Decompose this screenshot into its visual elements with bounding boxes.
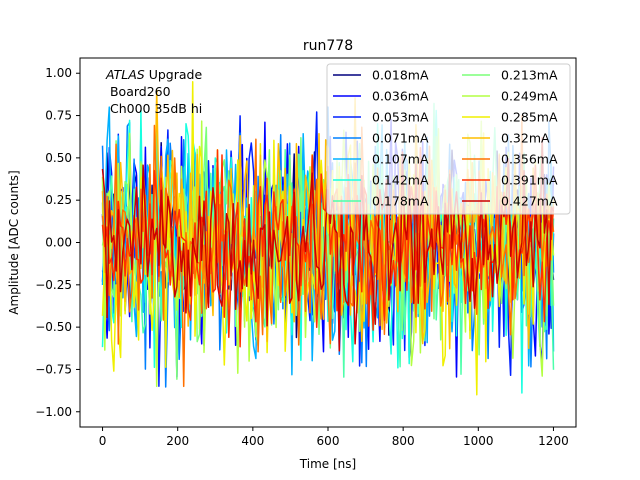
legend-label: 0.249mA [501,89,558,104]
atlas-annotation: ATLAS Upgrade Board260 Ch000 35dB hi [105,67,202,116]
y-axis-label: Amplitude [ADC counts] [7,170,21,314]
x-tick-label: 200 [166,434,189,448]
series-line-0.213mA [101,126,555,380]
y-tick-label: −0.50 [35,320,72,334]
legend-label: 0.107mA [372,152,429,167]
legend-label: 0.427mA [501,194,558,209]
x-tick-label: 600 [317,434,340,448]
x-tick-label: 800 [392,434,415,448]
annotation-atlas: ATLAS [105,67,145,82]
legend-label: 0.32mA [501,131,550,146]
legend-box [326,63,571,215]
x-axis-label: Time [ns] [299,457,356,471]
annotation-line-1: ATLAS Upgrade [105,67,202,82]
legend-label: 0.071mA [372,131,429,146]
annotation-line-3: Ch000 35dB hi [106,101,202,116]
y-tick-label: 1.00 [45,66,72,80]
y-tick-label: 0.50 [45,151,72,165]
legend-label: 0.285mA [501,110,558,125]
legend-label: 0.391mA [501,173,558,188]
y-axis: 1.00 0.75 0.50 0.25 0.00 −0.25 −0.50 −0.75 −1.00 [35,66,80,419]
legend: 0.018mA 0.036mA 0.053mA 0.071mA 0.107mA 0.142… [326,63,571,215]
legend-label: 0.142mA [372,173,429,188]
legend-label: 0.036mA [372,89,429,104]
x-tick-label: 1000 [463,434,494,448]
annotation-line-2: Board260 [106,84,171,99]
y-tick-label: 0.25 [45,193,72,207]
legend-label: 0.356mA [501,152,558,167]
chart-title: run778 [303,38,353,54]
legend-label: 0.018mA [372,68,429,83]
y-tick-label: 0.75 [45,109,72,123]
legend-label: 0.178mA [372,194,429,209]
y-tick-label: 0.00 [45,236,72,250]
x-tick-label: 400 [241,434,264,448]
y-tick-label: −0.25 [35,278,72,292]
annotation-upgrade: Upgrade [145,67,203,82]
y-tick-label: −0.75 [35,362,72,376]
y-tick-label: −1.00 [35,405,72,419]
legend-label: 0.213mA [501,68,558,83]
x-axis: 0 200 400 600 800 1000 1200 [99,427,569,448]
x-tick-label: 1200 [538,434,569,448]
x-tick-label: 0 [99,434,107,448]
legend-label: 0.053mA [372,110,429,125]
